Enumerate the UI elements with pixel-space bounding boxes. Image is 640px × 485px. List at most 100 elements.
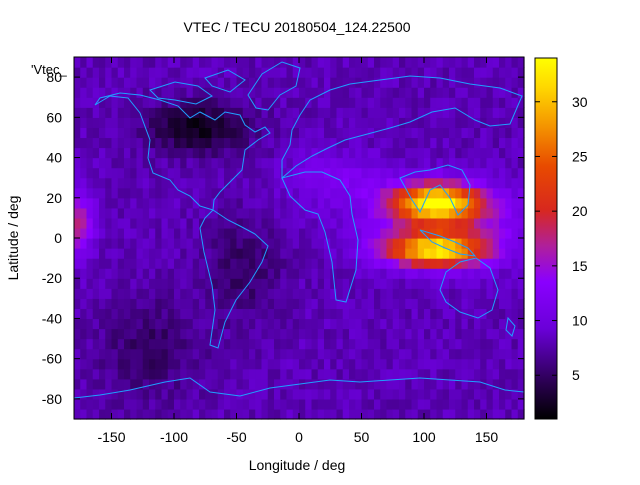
heatmap-cell: [274, 137, 281, 149]
heatmap-cell: [155, 318, 163, 330]
heatmap-cell: [205, 328, 213, 340]
heatmap-cell: [442, 238, 450, 249]
x-axis-ticks: -150 -100 -50 0 50 100 150: [97, 57, 498, 445]
heatmap-cell: [342, 107, 350, 118]
heatmap-cell: [355, 227, 363, 239]
heatmap-cell: [92, 248, 100, 259]
colorbar-tick-label: 15: [572, 258, 588, 274]
heatmap-cell: [361, 408, 369, 420]
heatmap-cell: [317, 288, 325, 299]
heatmap-cell: [224, 248, 231, 259]
heatmap-cell: [342, 408, 350, 420]
heatmap-cell: [124, 147, 131, 159]
heatmap-cell: [299, 187, 306, 199]
heatmap-cell: [161, 127, 169, 139]
heatmap-cell: [311, 187, 319, 199]
heatmap-cell: [399, 97, 406, 108]
heatmap-cell: [136, 328, 144, 340]
heatmap-cell: [211, 167, 219, 179]
heatmap-cell: [467, 318, 475, 330]
heatmap-cell: [374, 107, 381, 118]
heatmap-cell: [142, 378, 150, 390]
heatmap-cell: [80, 177, 88, 189]
heatmap-cell: [361, 318, 369, 330]
heatmap-cell: [430, 227, 438, 239]
heatmap-cell: [517, 378, 525, 390]
heatmap-cell: [211, 87, 219, 98]
heatmap-cell: [80, 298, 88, 309]
heatmap-cell: [430, 308, 438, 320]
heatmap-cell: [299, 348, 306, 360]
heatmap-cell: [499, 107, 506, 118]
heatmap-cell: [511, 308, 519, 320]
heatmap-cell: [511, 278, 519, 289]
heatmap-cell: [186, 398, 194, 410]
heatmap-cell: [274, 57, 281, 68]
heatmap-cell: [242, 258, 250, 269]
heatmap-cell: [211, 258, 219, 269]
heatmap-cell: [355, 338, 363, 350]
heatmap-cell: [449, 348, 456, 360]
heatmap-cell: [474, 87, 481, 98]
heatmap-cell: [99, 117, 106, 128]
heatmap-cell: [361, 57, 369, 68]
heatmap-cell: [417, 157, 425, 169]
heatmap-cell: [242, 238, 250, 249]
heatmap-cell: [86, 217, 94, 229]
heatmap-cell: [236, 288, 244, 299]
heatmap-cell: [236, 67, 244, 78]
heatmap-cell: [136, 298, 144, 309]
heatmap-cell: [311, 258, 319, 269]
heatmap-cell: [86, 338, 94, 350]
heatmap-cell: [224, 207, 231, 219]
heatmap-cell: [442, 87, 450, 98]
heatmap-cell: [249, 137, 256, 149]
heatmap-cell: [92, 358, 100, 370]
heatmap-cell: [236, 388, 244, 400]
heatmap-cell: [161, 288, 169, 299]
heatmap-cell: [261, 167, 269, 179]
heatmap-cell: [255, 197, 263, 209]
heatmap-cell: [405, 338, 413, 350]
heatmap-cell: [149, 67, 156, 78]
heatmap-cell: [361, 157, 369, 169]
heatmap-cell: [342, 67, 350, 78]
heatmap-cell: [392, 258, 400, 269]
heatmap-cell: [180, 197, 188, 209]
heatmap-cell: [417, 388, 425, 400]
heatmap-cell: [349, 398, 356, 410]
heatmap-cell: [261, 187, 269, 199]
heatmap-cell: [467, 398, 475, 410]
heatmap-cell: [367, 117, 375, 128]
heatmap-cell: [217, 227, 225, 239]
heatmap-cell: [317, 137, 325, 149]
heatmap-cell: [355, 378, 363, 390]
heatmap-cell: [424, 378, 431, 390]
heatmap-cell: [492, 137, 500, 149]
heatmap-cell: [517, 147, 525, 159]
heatmap-cell: [380, 258, 388, 269]
heatmap-cell: [217, 57, 225, 68]
heatmap-cell: [249, 217, 256, 229]
heatmap-cell: [430, 368, 438, 380]
heatmap-cell: [455, 388, 463, 400]
heatmap-cell: [224, 308, 231, 320]
heatmap-cell: [380, 358, 388, 370]
heatmap-cell: [261, 177, 269, 189]
heatmap-cell: [324, 318, 331, 330]
heatmap-cell: [180, 358, 188, 370]
heatmap-cell: [130, 67, 138, 78]
heatmap-cell: [249, 408, 256, 420]
heatmap-cell: [405, 298, 413, 309]
heatmap-cell: [386, 308, 394, 320]
heatmap-cell: [511, 227, 519, 239]
heatmap-cell: [492, 127, 500, 139]
heatmap-cell: [386, 187, 394, 199]
heatmap-cell: [230, 67, 238, 78]
heatmap-cell: [424, 268, 431, 279]
heatmap-cell: [449, 408, 456, 420]
heatmap-cell: [142, 318, 150, 330]
heatmap-cell: [517, 117, 525, 128]
heatmap-cell: [405, 87, 413, 98]
